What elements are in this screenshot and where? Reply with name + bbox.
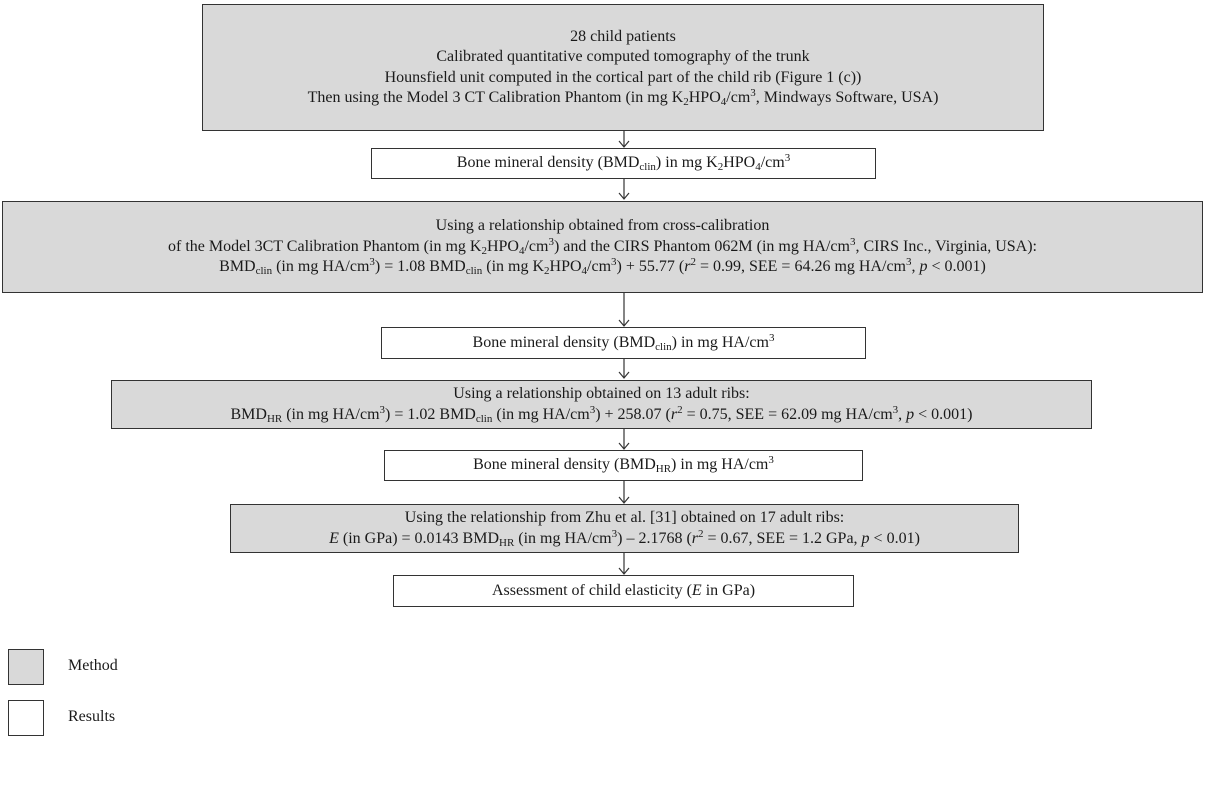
adult-ribs-title: Using a relationship obtained on 13 adul… [453, 385, 750, 402]
legend-results-swatch [8, 700, 44, 736]
patients-text: 28 child patients [570, 27, 676, 45]
arrow-7 [618, 553, 630, 575]
calibration-phantom-text: Then using the Model 3 CT Calibration Ph… [307, 87, 939, 108]
arrow-2 [618, 179, 630, 200]
cross-calibration-title: Using a relationship obtained from cross… [435, 217, 770, 235]
result-bmd-clin-ha-text: Bone mineral density (BMDclin) in mg HA/… [472, 331, 775, 353]
result-bmd-clin-ha-box: Bone mineral density (BMDclin) in mg HA/… [381, 327, 866, 359]
result-bmd-hr-box: Bone mineral density (BMDHR) in mg HA/cm… [384, 450, 863, 481]
arrow-6 [618, 481, 630, 504]
hounsfield-text: Hounsfield unit computed in the cortical… [384, 68, 862, 86]
adult-ribs-equation: BMDHR (in mg HA/cm3) = 1.02 BMDclin (in … [230, 403, 973, 425]
arrow-5 [618, 429, 630, 450]
zhu-title: Using the relationship from Zhu et al. [… [404, 509, 845, 526]
step-zhu-relationship-box: Using the relationship from Zhu et al. [… [230, 504, 1019, 553]
zhu-equation: E (in GPa) = 0.0143 BMDHR (in mg HA/cm3)… [329, 527, 920, 549]
legend-method-label: Method [68, 657, 118, 674]
result-bmd-clin-k2hpo4-box: Bone mineral density (BMDclin) in mg K2H… [371, 148, 876, 179]
cross-calibration-equation: BMDclin (in mg HA/cm3) = 1.08 BMDclin (i… [219, 256, 986, 278]
qct-text: Calibrated quantitative computed tomogra… [436, 48, 810, 65]
step-cross-calibration-box: Using a relationship obtained from cross… [2, 201, 1203, 293]
step-adult-ribs-relationship-box: Using a relationship obtained on 13 adul… [111, 380, 1092, 429]
result-bmd-clin-k2hpo4-text: Bone mineral density (BMDclin) in mg K2H… [456, 152, 791, 174]
step-ct-acquisition-box: 28 child patients Calibrated quantitativ… [202, 4, 1044, 131]
arrow-4 [618, 359, 630, 379]
result-bmd-hr-text: Bone mineral density (BMDHR) in mg HA/cm… [473, 454, 774, 476]
result-elasticity-text: Assessment of child elasticity (E in GPa… [491, 581, 756, 599]
legend-results-label: Results [68, 708, 116, 725]
arrow-1 [618, 131, 630, 148]
legend-method-swatch [8, 649, 44, 685]
cross-calibration-phantoms-text: of the Model 3CT Calibration Phantom (in… [167, 235, 1037, 257]
result-elasticity-box: Assessment of child elasticity (E in GPa… [393, 575, 854, 607]
arrow-3 [618, 293, 630, 327]
